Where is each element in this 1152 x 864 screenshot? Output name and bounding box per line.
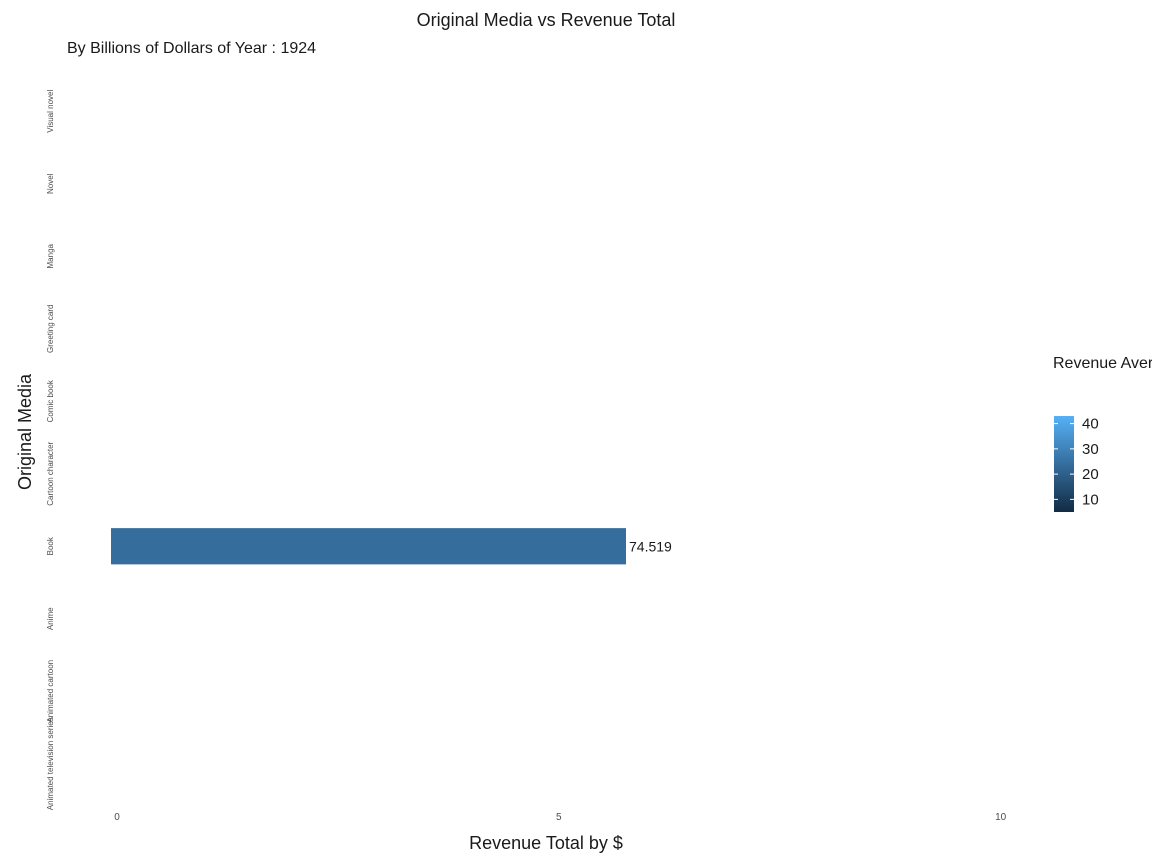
y-tick-label: Anime bbox=[46, 607, 55, 630]
legend-colorbar bbox=[1054, 416, 1074, 512]
chart-title: Original Media vs Revenue Total bbox=[417, 10, 676, 30]
chart-subtitle: By Billions of Dollars of Year : 1924 bbox=[67, 40, 316, 57]
bars bbox=[111, 528, 626, 565]
legend-ticks: 40 30 20 10 bbox=[1054, 416, 1099, 508]
x-axis-label: Revenue Total by $ bbox=[469, 833, 623, 853]
bar bbox=[111, 528, 626, 565]
y-tick-label: Novel bbox=[46, 173, 55, 194]
legend-tick-label: 20 bbox=[1082, 466, 1099, 483]
x-axis-tick-labels: 0 5 10 bbox=[114, 812, 1006, 823]
y-tick-label: Greeting card bbox=[46, 305, 55, 353]
legend: Revenue Average In Billions 40 30 20 10 bbox=[1053, 355, 1152, 512]
y-tick-label: Visual novel bbox=[46, 90, 55, 133]
y-tick-label: Book bbox=[46, 536, 55, 555]
y-tick-label: Manga bbox=[46, 243, 55, 268]
legend-title: Revenue Average In Billions bbox=[1053, 355, 1152, 372]
legend-tick-label: 10 bbox=[1082, 491, 1099, 508]
bar-data-label: 74.519 bbox=[629, 538, 672, 554]
y-tick-label: Comic book bbox=[46, 379, 55, 422]
x-tick-label: 0 bbox=[114, 812, 120, 823]
y-tick-label: Animated cartoon bbox=[46, 660, 55, 723]
x-tick-label: 5 bbox=[556, 812, 562, 823]
legend-tick-label: 30 bbox=[1082, 441, 1099, 458]
bar-data-labels: 74.519 bbox=[629, 538, 672, 554]
legend-tick-label: 40 bbox=[1082, 416, 1099, 433]
x-tick-label: 10 bbox=[995, 812, 1007, 823]
y-tick-label: Cartoon character bbox=[46, 441, 55, 505]
y-tick-label: Animated television series bbox=[46, 717, 55, 810]
y-axis-label: Original Media bbox=[15, 373, 35, 490]
